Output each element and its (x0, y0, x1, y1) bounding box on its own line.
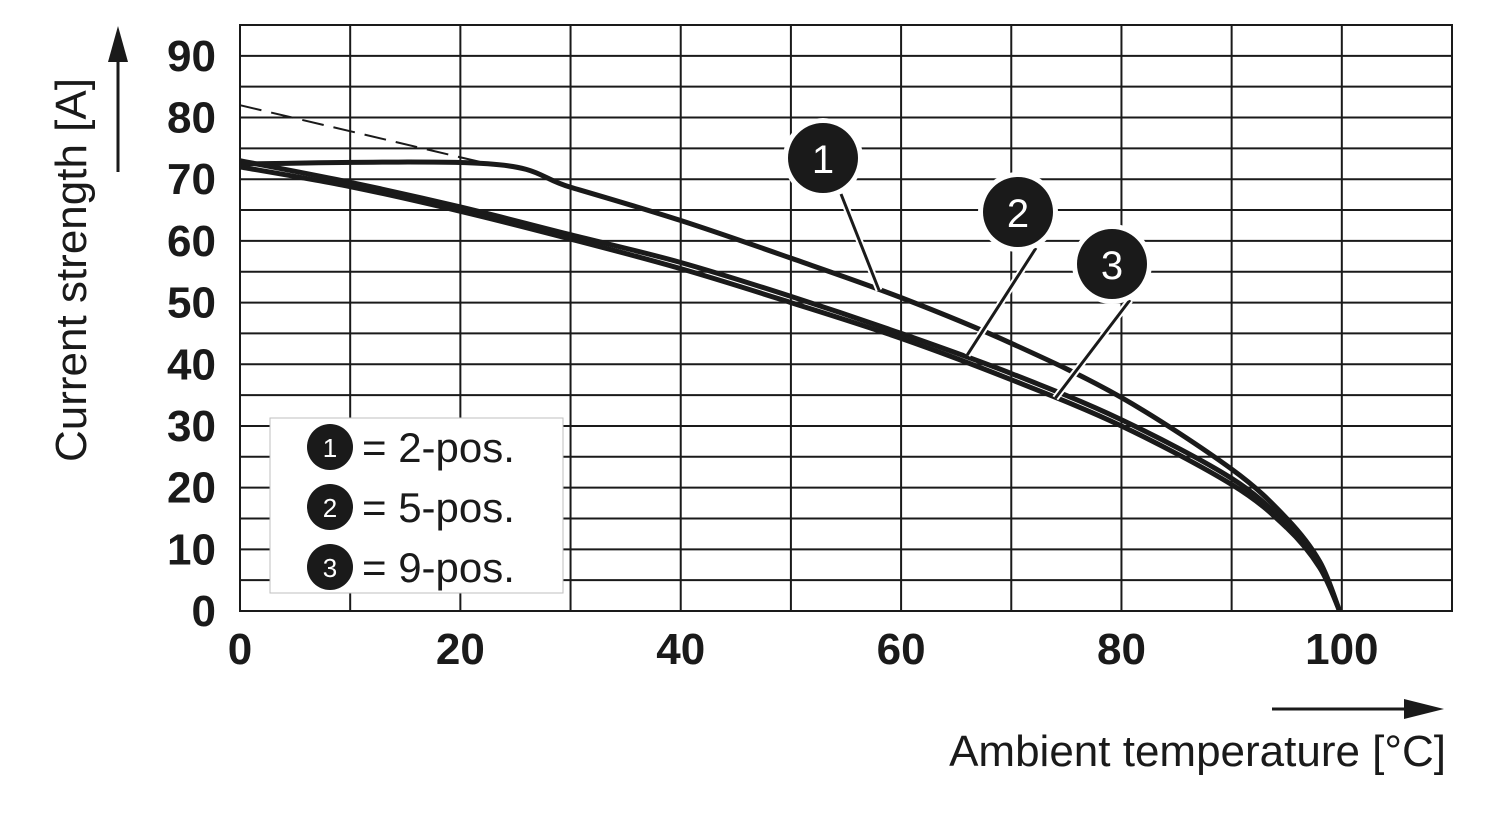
legend-badge-label: 3 (323, 553, 337, 583)
y-axis-arrow-head (108, 26, 128, 62)
y-tick-label: 30 (167, 402, 216, 451)
y-tick-label: 90 (167, 32, 216, 81)
callout-badge-3 (1077, 229, 1147, 299)
callout-leader (839, 193, 881, 291)
callout-badge-2 (983, 177, 1053, 247)
callout-leader (965, 247, 1038, 356)
y-tick-label: 20 (167, 464, 216, 513)
series-callouts: 1 2 3 (783, 118, 1152, 401)
y-tick-label: 40 (167, 340, 216, 389)
x-axis-arrow-head (1404, 699, 1444, 719)
legend-entry-text: = 2-pos. (362, 424, 515, 471)
series-line-1 (239, 159, 1342, 612)
x-axis-title: Ambient temperature [°C] (949, 727, 1446, 776)
legend-entry-text: = 5-pos. (362, 484, 515, 531)
x-tick-label: 80 (1097, 625, 1146, 674)
series-line-3 (239, 164, 1342, 613)
y-tick-label: 80 (167, 94, 216, 143)
callout-badge-1 (788, 123, 858, 193)
x-tick-label: 40 (656, 625, 705, 674)
y-axis-title-group: Current strength [A] (47, 26, 128, 462)
x-tick-label: 100 (1305, 625, 1378, 674)
x-tick-label: 0 (228, 625, 252, 674)
y-tick-label: 0 (192, 587, 216, 636)
callout-badge-label: 1 (812, 138, 834, 182)
plot-frame (239, 24, 1453, 612)
legend-badge-3 (307, 544, 353, 590)
x-tick-label: 20 (436, 625, 485, 674)
y-tick-labels: 0 10 20 30 40 50 60 70 80 90 (167, 32, 216, 636)
x-tick-label: 60 (877, 625, 926, 674)
y-tick-label: 60 (167, 217, 216, 266)
callout-leader (1054, 299, 1132, 400)
legend-entry-text: = 9-pos. (362, 544, 515, 591)
legend: 1 = 2-pos. 2 = 5-pos. 3 = 9-pos. (269, 417, 564, 594)
callout-badge-label: 2 (1007, 192, 1029, 236)
legend-badge-label: 2 (323, 493, 337, 523)
y-tick-label: 50 (167, 279, 216, 328)
x-axis-title-group: Ambient temperature [°C] (949, 699, 1446, 776)
y-tick-label: 10 (167, 525, 216, 574)
legend-badge-label: 1 (323, 433, 337, 463)
y-tick-label: 70 (167, 155, 216, 204)
legend-badge-2 (307, 484, 353, 530)
series-1-dashed-extension (239, 104, 489, 165)
series-lines (239, 104, 1342, 613)
legend-badge-1 (307, 424, 353, 470)
callout-badge-label: 3 (1101, 244, 1123, 288)
x-tick-labels: 0 20 40 60 80 100 (228, 625, 1379, 674)
y-axis-title: Current strength [A] (47, 78, 96, 462)
series-line-2 (239, 158, 1342, 612)
